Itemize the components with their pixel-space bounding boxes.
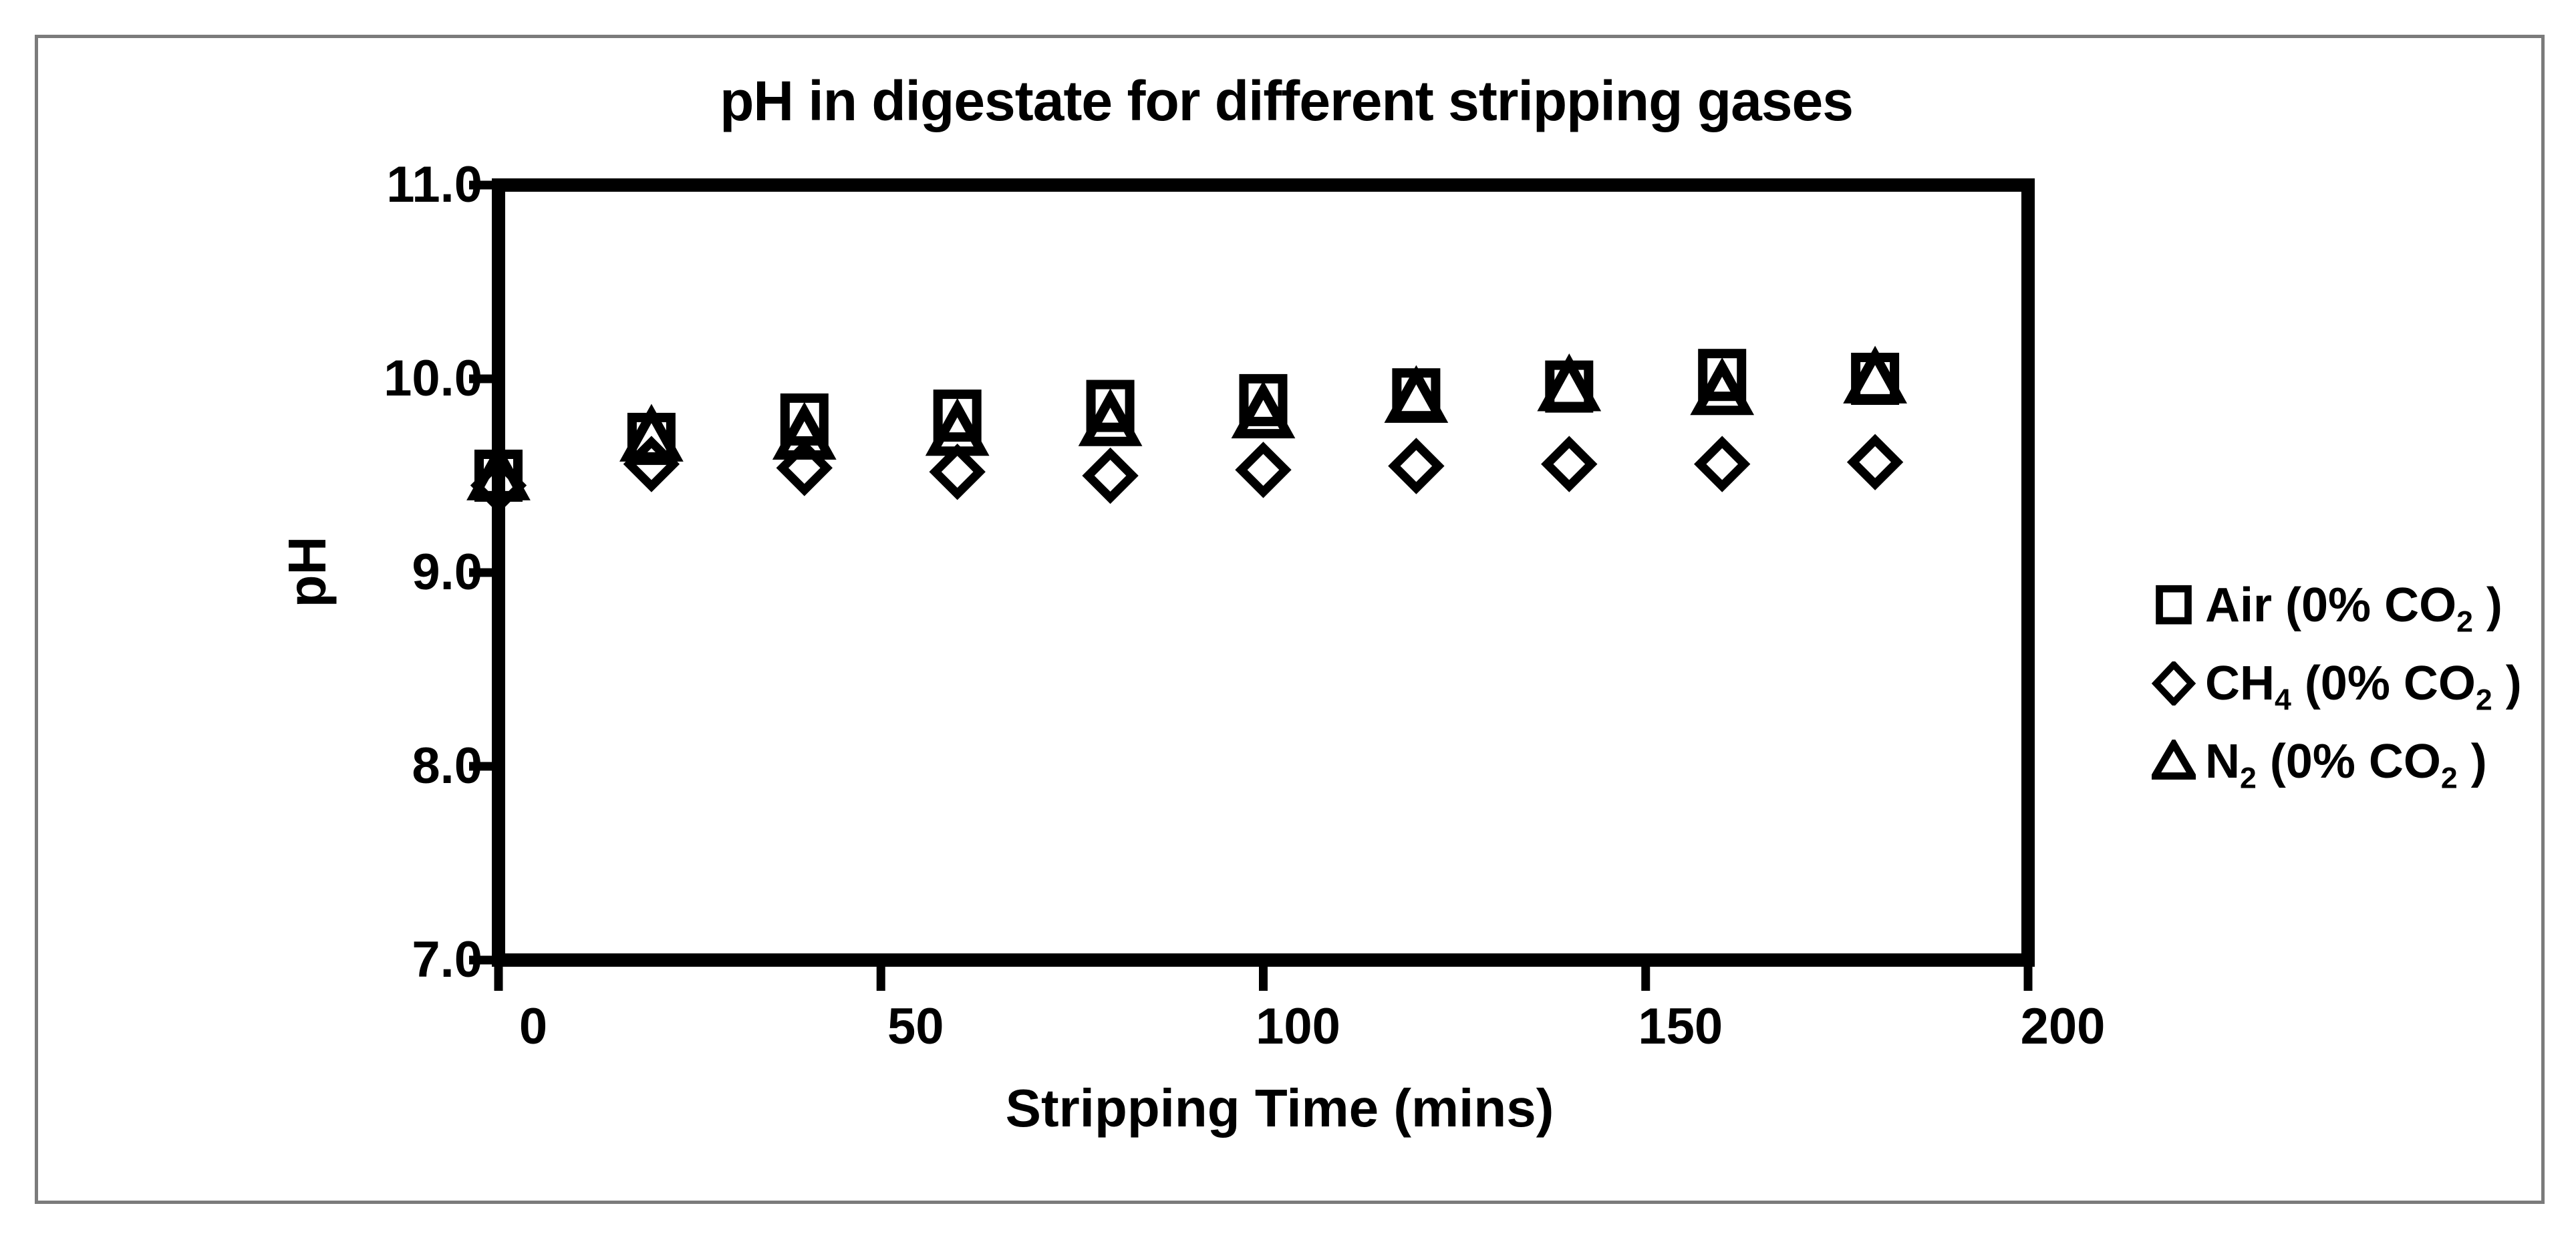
marker-square — [1239, 373, 1288, 426]
x-tick-label: 50 — [887, 998, 944, 1055]
y-tick-label: 10.0 — [384, 350, 482, 407]
square-legend-marker-icon — [2156, 585, 2192, 625]
marker-triangle — [1843, 345, 1907, 404]
legend-item-ch4: CH4 (0% CO2 ) — [2152, 653, 2553, 717]
marker-square — [933, 390, 982, 442]
marker-diamond — [776, 440, 833, 496]
marker-triangle — [466, 442, 531, 500]
y-tick-label: 11.0 — [386, 156, 482, 213]
x-axis-title: Stripping Time (mins) — [1005, 1078, 1554, 1138]
marker-triangle — [1078, 388, 1143, 446]
figure-border: pH in digestate for different stripping … — [35, 35, 2545, 1204]
y-tick-label: 7.0 — [412, 931, 482, 988]
plot-area — [466, 178, 2035, 991]
marker-diamond — [1846, 434, 1904, 490]
y-tick-label: 9.0 — [412, 544, 482, 601]
marker-diamond — [1541, 436, 1598, 492]
marker-triangle — [772, 402, 837, 460]
marker-diamond — [929, 444, 986, 500]
marker-square — [1086, 379, 1135, 432]
marker-diamond — [1082, 447, 1139, 504]
x-tick-label: 200 — [2020, 998, 2106, 1055]
marker-triangle — [1384, 365, 1449, 423]
legend-item-n2: N2 (0% CO2 ) — [2152, 731, 2553, 795]
marker-square — [1698, 349, 1747, 402]
marker-triangle — [619, 404, 684, 462]
legend: Air (0% CO2 ) CH4 (0% CO2 ) N2 (0% CO2 ) — [2152, 575, 2553, 809]
marker-diamond — [1235, 442, 1292, 498]
legend-label-ch4: CH4 (0% CO2 ) — [2205, 657, 2522, 717]
y-tick-label: 8.0 — [412, 738, 482, 794]
marker-diamond — [1694, 436, 1751, 492]
legend-label-n2: N2 (0% CO2 ) — [2205, 735, 2487, 795]
legend-label-air: Air (0% CO2 ) — [2205, 579, 2502, 639]
diamond-legend-marker-icon — [2152, 661, 2196, 706]
x-tick-label: 100 — [1256, 998, 1340, 1055]
marker-triangle — [925, 398, 990, 456]
marker-triangle — [1231, 380, 1296, 439]
marker-triangle — [1537, 353, 1602, 412]
x-tick-label: 0 — [519, 998, 548, 1055]
legend-item-air: Air (0% CO2 ) — [2152, 575, 2553, 639]
triangle-legend-marker-icon — [2152, 740, 2196, 780]
plot-frame — [492, 178, 2035, 967]
chart-title: pH in digestate for different stripping … — [720, 69, 1854, 132]
x-tick-label: 150 — [1638, 998, 1723, 1055]
marker-diamond — [1388, 438, 1445, 494]
marker-triangle — [1690, 357, 1755, 416]
